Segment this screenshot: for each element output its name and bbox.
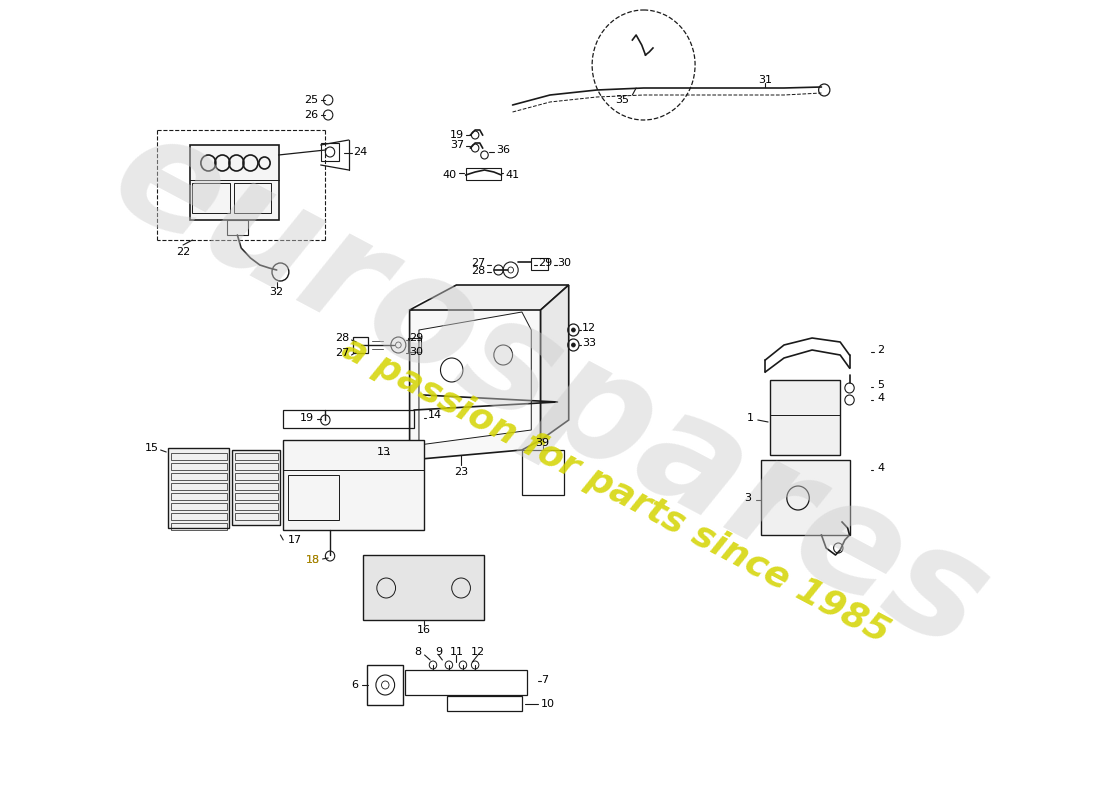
Text: 30: 30 [409, 347, 424, 357]
Bar [405, 670, 527, 695]
Bar [170, 513, 227, 520]
Text: 23: 23 [454, 467, 469, 477]
Text: 19: 19 [450, 130, 464, 140]
Bar [234, 493, 277, 500]
Text: 41: 41 [505, 170, 519, 180]
Polygon shape [409, 290, 540, 460]
Bar [465, 168, 502, 180]
Bar [447, 696, 521, 711]
Text: 2: 2 [878, 345, 884, 355]
Text: 11: 11 [450, 647, 463, 657]
Circle shape [572, 328, 575, 332]
Polygon shape [419, 312, 531, 445]
Bar [353, 337, 369, 353]
Bar [227, 220, 248, 235]
Text: 15: 15 [145, 443, 158, 453]
Bar [288, 475, 340, 520]
Text: 27: 27 [336, 348, 350, 358]
Text: a passion for parts since 1985: a passion for parts since 1985 [336, 330, 895, 650]
Bar [189, 145, 278, 220]
Polygon shape [409, 285, 569, 310]
Text: 1: 1 [747, 413, 755, 423]
Bar [170, 463, 227, 470]
Text: 18: 18 [306, 555, 320, 565]
Text: 29: 29 [409, 333, 424, 343]
Bar [234, 513, 277, 520]
Bar [170, 493, 227, 500]
Text: 22: 22 [176, 247, 190, 257]
Bar [232, 450, 280, 525]
Text: 4: 4 [878, 463, 884, 473]
Bar [283, 440, 424, 530]
Bar [170, 473, 227, 480]
Text: 24: 24 [353, 147, 367, 157]
Text: 10: 10 [540, 699, 554, 709]
Text: 31: 31 [758, 75, 772, 85]
Text: 16: 16 [417, 625, 430, 635]
Bar [170, 453, 227, 460]
Bar [170, 483, 227, 490]
Bar [760, 460, 849, 535]
Text: 40: 40 [442, 170, 456, 180]
Bar [234, 453, 277, 460]
Bar [192, 183, 230, 213]
Text: 32: 32 [270, 287, 284, 297]
Bar [234, 483, 277, 490]
Text: 35: 35 [616, 95, 629, 105]
Bar [408, 338, 421, 352]
Bar [367, 665, 403, 705]
Text: 37: 37 [450, 140, 464, 150]
Bar [234, 463, 277, 470]
Text: 17: 17 [288, 535, 302, 545]
Text: 7: 7 [540, 675, 548, 685]
Bar [770, 380, 840, 455]
Bar [531, 258, 548, 270]
Bar [234, 503, 277, 510]
Bar [363, 555, 484, 620]
Bar [170, 503, 227, 510]
Text: 33: 33 [582, 338, 596, 348]
Circle shape [572, 343, 575, 347]
Text: 27: 27 [471, 258, 485, 268]
Text: eurospares: eurospares [89, 98, 1011, 682]
Text: 25: 25 [304, 95, 318, 105]
Text: 29: 29 [538, 258, 552, 268]
Text: 12: 12 [471, 647, 485, 657]
Polygon shape [540, 285, 569, 440]
Text: 28: 28 [471, 266, 485, 276]
Bar [283, 410, 415, 428]
Text: 4: 4 [878, 393, 884, 403]
Text: 39: 39 [536, 438, 550, 448]
Circle shape [396, 342, 402, 348]
Bar [521, 450, 564, 495]
Text: 5: 5 [878, 380, 884, 390]
Text: 30: 30 [558, 258, 572, 268]
Bar [170, 523, 227, 530]
Text: 6: 6 [351, 680, 359, 690]
Bar [321, 143, 340, 161]
Text: 36: 36 [496, 145, 509, 155]
Text: 26: 26 [304, 110, 318, 120]
Text: 3: 3 [745, 493, 751, 503]
Text: 12: 12 [582, 323, 596, 333]
Bar [233, 183, 271, 213]
Bar [234, 473, 277, 480]
Bar [168, 448, 229, 528]
Text: 19: 19 [300, 413, 315, 423]
Text: 9: 9 [436, 647, 442, 657]
Text: 13: 13 [377, 447, 390, 457]
Text: 18: 18 [306, 555, 320, 565]
Text: 14: 14 [428, 410, 442, 420]
Text: 8: 8 [415, 647, 421, 657]
Text: 28: 28 [336, 333, 350, 343]
